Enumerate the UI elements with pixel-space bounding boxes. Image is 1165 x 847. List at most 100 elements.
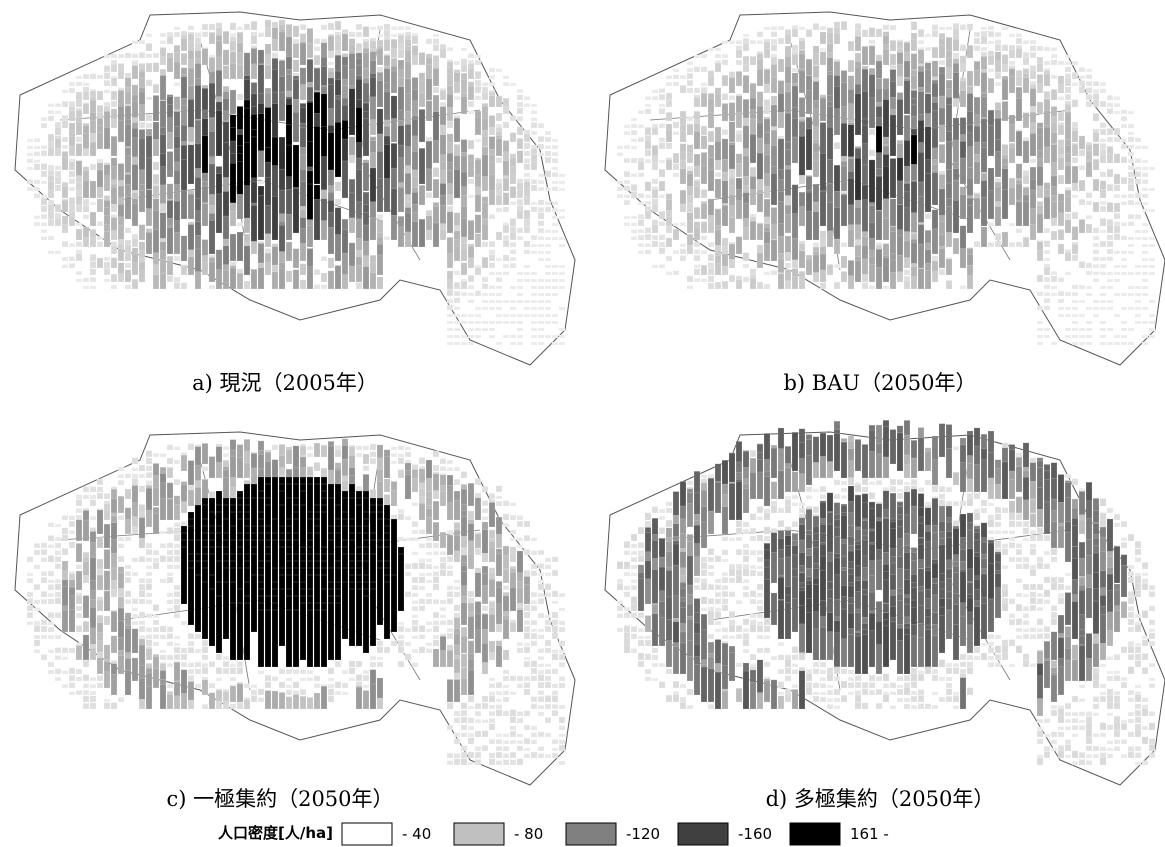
density-bar xyxy=(153,174,159,184)
density-bar xyxy=(468,335,474,338)
density-bar xyxy=(90,164,96,170)
density-bar xyxy=(785,196,791,205)
density-bar xyxy=(111,187,117,205)
density-bar xyxy=(55,669,61,674)
density-bar xyxy=(496,157,502,163)
density-bar xyxy=(90,202,96,205)
density-bar xyxy=(202,655,208,660)
density-bar xyxy=(475,71,481,79)
density-bar xyxy=(559,181,565,184)
density-bar xyxy=(813,160,819,177)
density-bar xyxy=(524,103,530,107)
density-bar xyxy=(426,517,432,534)
density-bar xyxy=(426,649,432,653)
density-bar xyxy=(538,144,544,149)
density-bar xyxy=(139,122,145,128)
density-bar xyxy=(1023,52,1029,58)
density-bar xyxy=(1100,218,1106,226)
density-bar xyxy=(293,60,299,72)
density-bar xyxy=(384,24,390,30)
density-bar xyxy=(1100,230,1106,233)
density-bar xyxy=(41,599,47,604)
density-bar xyxy=(202,263,208,275)
density-bar xyxy=(454,321,460,324)
density-bar xyxy=(918,244,924,268)
density-bar xyxy=(482,508,488,513)
density-bar xyxy=(1142,237,1148,240)
density-bar xyxy=(1128,272,1134,275)
density-bar xyxy=(1142,321,1148,324)
density-bar xyxy=(1072,100,1078,107)
density-bar xyxy=(370,662,376,667)
density-bar xyxy=(1107,241,1113,247)
density-bar xyxy=(1065,61,1071,65)
density-bar xyxy=(412,36,418,44)
density-bar xyxy=(223,271,229,289)
density-bar xyxy=(545,137,551,142)
density-bar xyxy=(496,646,502,667)
density-bar xyxy=(545,615,551,618)
density-bar xyxy=(174,565,180,569)
density-bar xyxy=(132,599,138,604)
density-bar xyxy=(83,596,89,618)
density-bar xyxy=(1023,40,1029,44)
density-bar xyxy=(167,655,173,660)
density-bar xyxy=(69,243,75,247)
density-bar xyxy=(468,221,474,240)
density-bar xyxy=(286,271,292,282)
density-bar xyxy=(34,600,40,604)
density-bar xyxy=(680,85,686,93)
density-bar xyxy=(545,251,551,254)
density-bar xyxy=(932,271,938,282)
density-bar xyxy=(76,223,82,226)
density-bar xyxy=(195,272,201,289)
density-bar xyxy=(1107,184,1113,191)
density-bar xyxy=(545,640,551,646)
density-bar xyxy=(503,555,509,569)
density-bar xyxy=(1079,165,1085,170)
density-bar xyxy=(223,656,229,660)
density-bar xyxy=(785,214,791,233)
density-bar xyxy=(517,286,523,289)
density-bar xyxy=(195,634,201,639)
density-bar xyxy=(363,466,369,471)
density-bar xyxy=(946,232,952,247)
density-bar xyxy=(440,570,446,576)
density-bar xyxy=(531,272,537,275)
density-bar xyxy=(426,141,432,170)
density-bar xyxy=(412,593,418,597)
density-bar xyxy=(559,662,565,667)
density-bar xyxy=(440,607,446,611)
density-bar xyxy=(440,557,446,562)
density-bar xyxy=(426,559,432,562)
density-bar xyxy=(342,459,348,478)
density-bar xyxy=(531,118,537,121)
density-bar xyxy=(624,171,630,177)
density-bar xyxy=(1065,328,1071,331)
density-bar xyxy=(524,521,530,527)
density-bar xyxy=(34,164,40,170)
density-bar xyxy=(524,661,530,667)
density-bar xyxy=(701,279,707,282)
density-bar xyxy=(118,537,124,541)
density-bar xyxy=(666,82,672,86)
density-bar xyxy=(363,596,369,653)
density-bar xyxy=(1072,328,1078,331)
density-bar xyxy=(1044,306,1050,310)
density-bar xyxy=(736,96,742,114)
density-bar xyxy=(510,132,516,142)
density-bar xyxy=(90,500,96,506)
density-bar xyxy=(960,91,966,107)
density-bar xyxy=(1135,230,1141,233)
density-bar xyxy=(174,479,180,485)
density-bar xyxy=(1093,264,1099,268)
density-bar xyxy=(1065,335,1071,338)
density-bar xyxy=(1114,279,1120,282)
density-bar xyxy=(988,190,994,219)
density-bar xyxy=(76,123,82,135)
density-bar xyxy=(349,218,355,233)
density-bar xyxy=(545,201,551,205)
density-bar xyxy=(736,50,742,58)
density-bar xyxy=(1121,342,1127,345)
density-bar xyxy=(1030,133,1036,156)
